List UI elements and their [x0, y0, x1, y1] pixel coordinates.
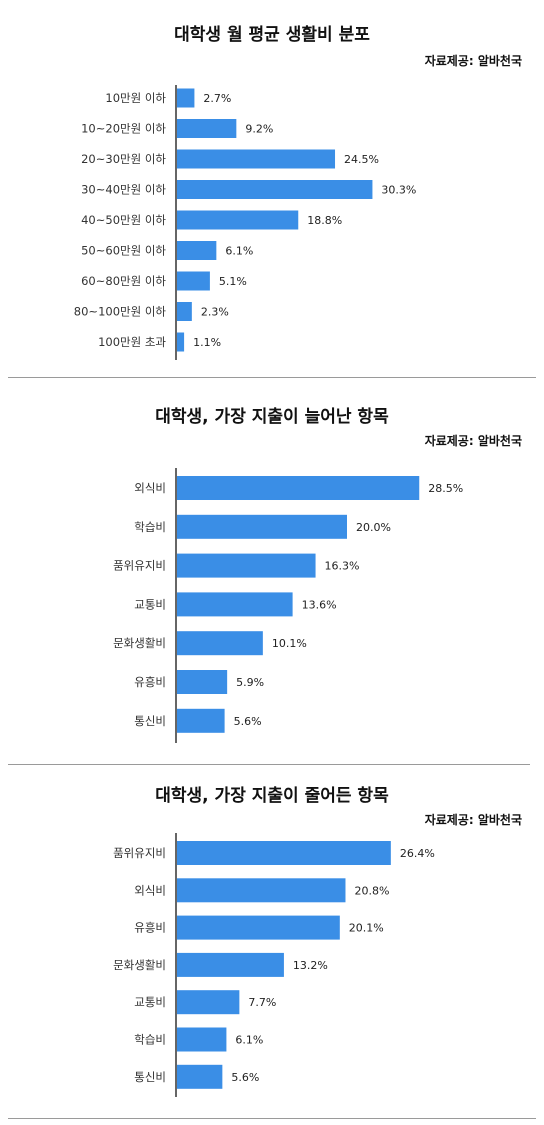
category-label: 품위유지비: [113, 559, 166, 573]
value-label: 24.5%: [344, 153, 379, 166]
chart-title: 대학생 월 평균 생활비 분포: [174, 25, 370, 45]
value-label: 5.1%: [219, 275, 247, 288]
bar: [177, 592, 293, 617]
section-divider: [8, 764, 530, 765]
category-label: 외식비: [134, 481, 166, 495]
value-label: 16.3%: [325, 560, 360, 573]
value-label: 13.6%: [302, 598, 337, 611]
bar: [177, 670, 228, 694]
category-label: 10만원 이하: [105, 91, 166, 105]
value-label: 2.3%: [201, 306, 229, 319]
category-label: 교통비: [134, 995, 166, 1009]
bar: [177, 708, 225, 733]
bar: [177, 631, 263, 656]
chart-source: 자료제공: 알바천국: [424, 434, 522, 448]
chart-title: 대학생, 가장 지출이 늘어난 항목: [155, 407, 389, 427]
category-label: 통신비: [134, 1070, 166, 1084]
bar: [177, 878, 346, 903]
value-label: 7.7%: [248, 996, 276, 1009]
value-label: 5.9%: [236, 676, 264, 689]
bar: [177, 88, 195, 108]
value-label: 20.8%: [354, 884, 389, 897]
category-label: 유흥비: [134, 675, 166, 689]
bar: [177, 553, 316, 578]
value-label: 6.1%: [225, 245, 253, 258]
category-label: 유흥비: [134, 921, 166, 935]
category-label: 20~30만원 이하: [81, 152, 166, 166]
value-label: 5.6%: [234, 715, 262, 728]
bar: [177, 952, 284, 977]
category-label: 100만원 초과: [98, 335, 166, 349]
category-label: 문화생활비: [113, 958, 166, 972]
chart-panel-spending-increased: 대학생, 가장 지출이 늘어난 항목 자료제공: 알바천국 외식비 28.5% 학습…: [0, 380, 544, 765]
value-label: 18.8%: [307, 214, 342, 227]
value-label: 6.1%: [235, 1034, 263, 1047]
bar: [177, 302, 192, 321]
value-label: 2.7%: [203, 92, 231, 105]
chart-source: 자료제공: 알바천국: [424, 54, 522, 68]
bar: [177, 476, 420, 500]
bar: [177, 915, 340, 940]
bar: [177, 990, 240, 1015]
bar: [177, 841, 391, 865]
bar-chart-svg: 품위유지비 26.4% 외식비 20.8% 유흥비 20.1% 문화생활비 13.2% 교통비 7…: [113, 833, 435, 1097]
category-label: 80~100만원 이하: [74, 305, 167, 319]
value-label: 1.1%: [193, 336, 221, 349]
category-label: 통신비: [134, 714, 166, 728]
value-label: 13.2%: [293, 959, 328, 972]
category-label: 60~80만원 이하: [81, 274, 166, 288]
value-label: 30.3%: [381, 184, 416, 197]
section-divider: [8, 377, 536, 378]
chart-panel-monthly-living-cost: 대학생 월 평균 생활비 분포 자료제공: 알바천국 10만원 이하 2.7% 10…: [0, 0, 544, 380]
category-label: 학습비: [134, 1033, 166, 1047]
bar: [177, 1027, 227, 1052]
category-label: 학습비: [134, 520, 166, 534]
bar: [177, 241, 217, 260]
category-label: 외식비: [134, 883, 166, 897]
bar: [177, 119, 237, 138]
category-label: 문화생활비: [113, 636, 166, 650]
bar: [177, 210, 299, 230]
section-divider: [8, 1118, 536, 1119]
value-label: 10.1%: [272, 637, 307, 650]
value-label: 20.0%: [356, 521, 391, 534]
category-label: 품위유지비: [113, 846, 166, 860]
chart-title: 대학생, 가장 지출이 줄어든 항목: [155, 786, 389, 806]
category-label: 교통비: [134, 597, 166, 611]
value-label: 26.4%: [400, 847, 435, 860]
bar: [177, 1064, 223, 1089]
bar: [177, 149, 336, 169]
value-label: 9.2%: [245, 123, 273, 136]
bar: [177, 180, 373, 199]
value-label: 5.6%: [231, 1071, 259, 1084]
category-label: 50~60만원 이하: [81, 244, 166, 258]
bar: [177, 271, 210, 291]
value-label: 20.1%: [349, 922, 384, 935]
bar: [177, 514, 347, 539]
bar-chart-svg: 외식비 28.5% 학습비 20.0% 품위유지비 16.3% 교통비 13.6% 문화생활비 1…: [113, 468, 463, 743]
category-label: 10~20만원 이하: [81, 122, 166, 136]
category-label: 40~50만원 이하: [81, 213, 166, 227]
bar-chart-svg: 10만원 이하 2.7% 10~20만원 이하 9.2% 20~30만원 이하 24.5%…: [74, 85, 416, 360]
value-label: 28.5%: [428, 482, 463, 495]
bar: [177, 332, 185, 352]
chart-source: 자료제공: 알바천국: [424, 813, 522, 827]
category-label: 30~40만원 이하: [81, 183, 166, 197]
chart-panel-spending-decreased: 대학생, 가장 지출이 줄어든 항목 자료제공: 알바천국 품위유지비 26.4%…: [0, 765, 544, 1125]
